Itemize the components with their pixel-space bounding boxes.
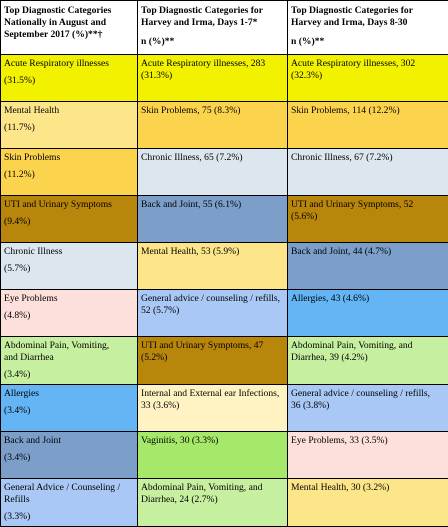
category-count: Mental Health, 53 (5.9%) <box>141 246 239 257</box>
category-label: Allergies <box>4 388 39 399</box>
days-1-7-cell: Chronic Illness, 65 (7.2%) <box>138 149 288 196</box>
days-1-7-cell: Mental Health, 53 (5.9%) <box>138 243 288 290</box>
category-label: Mental Health <box>4 105 59 116</box>
category-count-cont: 33 (3.6%) <box>141 400 179 411</box>
category-percent: (11.7%) <box>4 122 134 134</box>
category-label: Acute Respiratory illnesses <box>4 58 109 69</box>
category-count-cont: (32.3%) <box>291 70 322 81</box>
category-label-cont: Refills <box>4 494 30 505</box>
category-count-cont: 52 (5.7%) <box>141 305 179 316</box>
national-category-cell: General Advice / Counseling /Refills (3.3… <box>1 479 138 527</box>
days-8-30-cell: Mental Health, 30 (3.2%) <box>288 479 448 527</box>
days-8-30-cell: Back and Joint, 44 (4.7%) <box>288 243 448 290</box>
category-count: Skin Problems, 114 (12.2%) <box>291 105 400 116</box>
table-row: General Advice / Counseling /Refills (3.3… <box>1 479 448 527</box>
national-category-cell: Allergies (3.4%) <box>1 385 138 432</box>
category-count-cont: (5.6%) <box>291 211 317 222</box>
category-percent: (11.2%) <box>4 169 134 181</box>
table-row: Eye Problems (4.8%) General advice / couns… <box>1 290 448 337</box>
category-count-cont: Diarrhea, 39 (4.2%) <box>291 352 368 363</box>
days-1-7-cell: Internal and External ear Infections,33 … <box>138 385 288 432</box>
category-percent: (9.4%) <box>4 216 134 228</box>
category-count: Abdominal Pain, Vomiting, and <box>291 340 412 351</box>
category-count: Acute Respiratory illnesses, 302 <box>291 58 415 69</box>
days-1-7-cell: Acute Respiratory illnesses, 283(31.3%) <box>138 55 288 102</box>
days-1-7-cell: Skin Problems, 75 (8.3%) <box>138 102 288 149</box>
category-count: UTI and Urinary Symptoms, 47 <box>141 340 263 351</box>
national-category-cell: Skin Problems (11.2%) <box>1 149 138 196</box>
category-label: Abdominal Pain, Vomiting, <box>4 340 109 351</box>
category-count-cont: 36 (3.8%) <box>291 400 329 411</box>
category-count: Eye Problems, 33 (3.5%) <box>291 435 388 446</box>
table-row: Back and Joint (3.4%)Vaginitis, 30 (3.3%… <box>1 432 448 479</box>
category-count: Chronic Illness, 67 (7.2%) <box>291 152 393 163</box>
category-count: Back and Joint, 55 (6.1%) <box>141 199 241 210</box>
national-category-cell: Abdominal Pain, Vomiting,and Diarrhea (3.… <box>1 337 138 385</box>
national-category-cell: Back and Joint (3.4%) <box>1 432 138 479</box>
category-percent: (3.3%) <box>4 511 134 523</box>
category-count: Skin Problems, 75 (8.3%) <box>141 105 240 116</box>
table-row: Mental Health (11.7%) Skin Problems, 75 (8… <box>1 102 448 149</box>
days-8-30-cell: Acute Respiratory illnesses, 302(32.3%) <box>288 55 448 102</box>
category-count: Vaginitis, 30 (3.3%) <box>141 435 218 446</box>
national-category-cell: UTI and Urinary Symptoms (9.4%) <box>1 196 138 243</box>
table-row: Allergies (3.4%) Internal and External ear… <box>1 385 448 432</box>
category-count: General advice / counseling / refills, <box>291 388 430 399</box>
category-percent: (3.4%) <box>4 405 134 417</box>
category-percent: (3.4%) <box>4 452 134 464</box>
days-8-30-cell: Allergies, 43 (4.6%) <box>288 290 448 337</box>
days-8-30-cell: Eye Problems, 33 (3.5%) <box>288 432 448 479</box>
category-count-cont: (31.3%) <box>141 70 172 81</box>
national-category-cell: Chronic Illness (5.7%) <box>1 243 138 290</box>
days-1-7-cell: Back and Joint, 55 (6.1%) <box>138 196 288 243</box>
national-category-cell: Acute Respiratory illnesses (31.5%) <box>1 55 138 102</box>
category-count-cont: (5.2%) <box>141 352 167 363</box>
category-label: Back and Joint <box>4 435 61 446</box>
header-days-1-7: Top Diagnostic Categories for Harvey and… <box>138 1 288 55</box>
category-count: Abdominal Pain, Vomiting, and <box>141 482 262 493</box>
table-row: Chronic Illness (5.7%) Mental Health, 53 (… <box>1 243 448 290</box>
category-count: Allergies, 43 (4.6%) <box>291 293 369 304</box>
category-label: Skin Problems <box>4 152 60 163</box>
category-count: Back and Joint, 44 (4.7%) <box>291 246 391 257</box>
national-category-cell: Eye Problems (4.8%) <box>1 290 138 337</box>
category-count: Acute Respiratory illnesses, 283 <box>141 58 265 69</box>
category-count-cont: Diarrhea, 24 (2.7%) <box>141 494 218 505</box>
category-count: UTI and Urinary Symptoms, 52 <box>291 199 413 210</box>
days-8-30-cell: General advice / counseling / refills,36… <box>288 385 448 432</box>
header-national: Top Diagnostic Categories Nationally in … <box>1 1 138 55</box>
header-days-8-30: Top Diagnostic Categories for Harvey and… <box>288 1 448 55</box>
category-percent: (3.4%) <box>4 369 134 381</box>
category-count: Mental Health, 30 (3.2%) <box>291 482 389 493</box>
category-count: Chronic Illness, 65 (7.2%) <box>141 152 243 163</box>
category-percent: (31.5%) <box>4 75 134 87</box>
table-row: Skin Problems (11.2%) Chronic Illness, 65 … <box>1 149 448 196</box>
days-8-30-cell: Skin Problems, 114 (12.2%) <box>288 102 448 149</box>
category-label: UTI and Urinary Symptoms <box>4 199 112 210</box>
table-row: Acute Respiratory illnesses(31.5%)Acute … <box>1 55 448 102</box>
days-1-7-cell: General advice / counseling / refills,52… <box>138 290 288 337</box>
days-8-30-cell: UTI and Urinary Symptoms, 52(5.6%) <box>288 196 448 243</box>
category-label: General Advice / Counseling / <box>4 482 120 493</box>
days-1-7-cell: Vaginitis, 30 (3.3%) <box>138 432 288 479</box>
header-row: Top Diagnostic Categories Nationally in … <box>1 1 448 55</box>
category-count: General advice / counseling / refills, <box>141 293 280 304</box>
table-body: Acute Respiratory illnesses(31.5%)Acute … <box>1 55 448 527</box>
category-percent: (4.8%) <box>4 310 134 322</box>
days-8-30-cell: Chronic Illness, 67 (7.2%) <box>288 149 448 196</box>
table-row: Abdominal Pain, Vomiting,and Diarrhea (3.… <box>1 337 448 385</box>
category-label-cont: and Diarrhea <box>4 352 54 363</box>
table-row: UTI and Urinary Symptoms (9.4%) Back and J… <box>1 196 448 243</box>
days-1-7-cell: UTI and Urinary Symptoms, 47(5.2%) <box>138 337 288 385</box>
national-category-cell: Mental Health (11.7%) <box>1 102 138 149</box>
category-label: Chronic Illness <box>4 246 62 257</box>
category-label: Eye Problems <box>4 293 58 304</box>
category-percent: (5.7%) <box>4 263 134 275</box>
category-count: Internal and External ear Infections, <box>141 388 279 399</box>
